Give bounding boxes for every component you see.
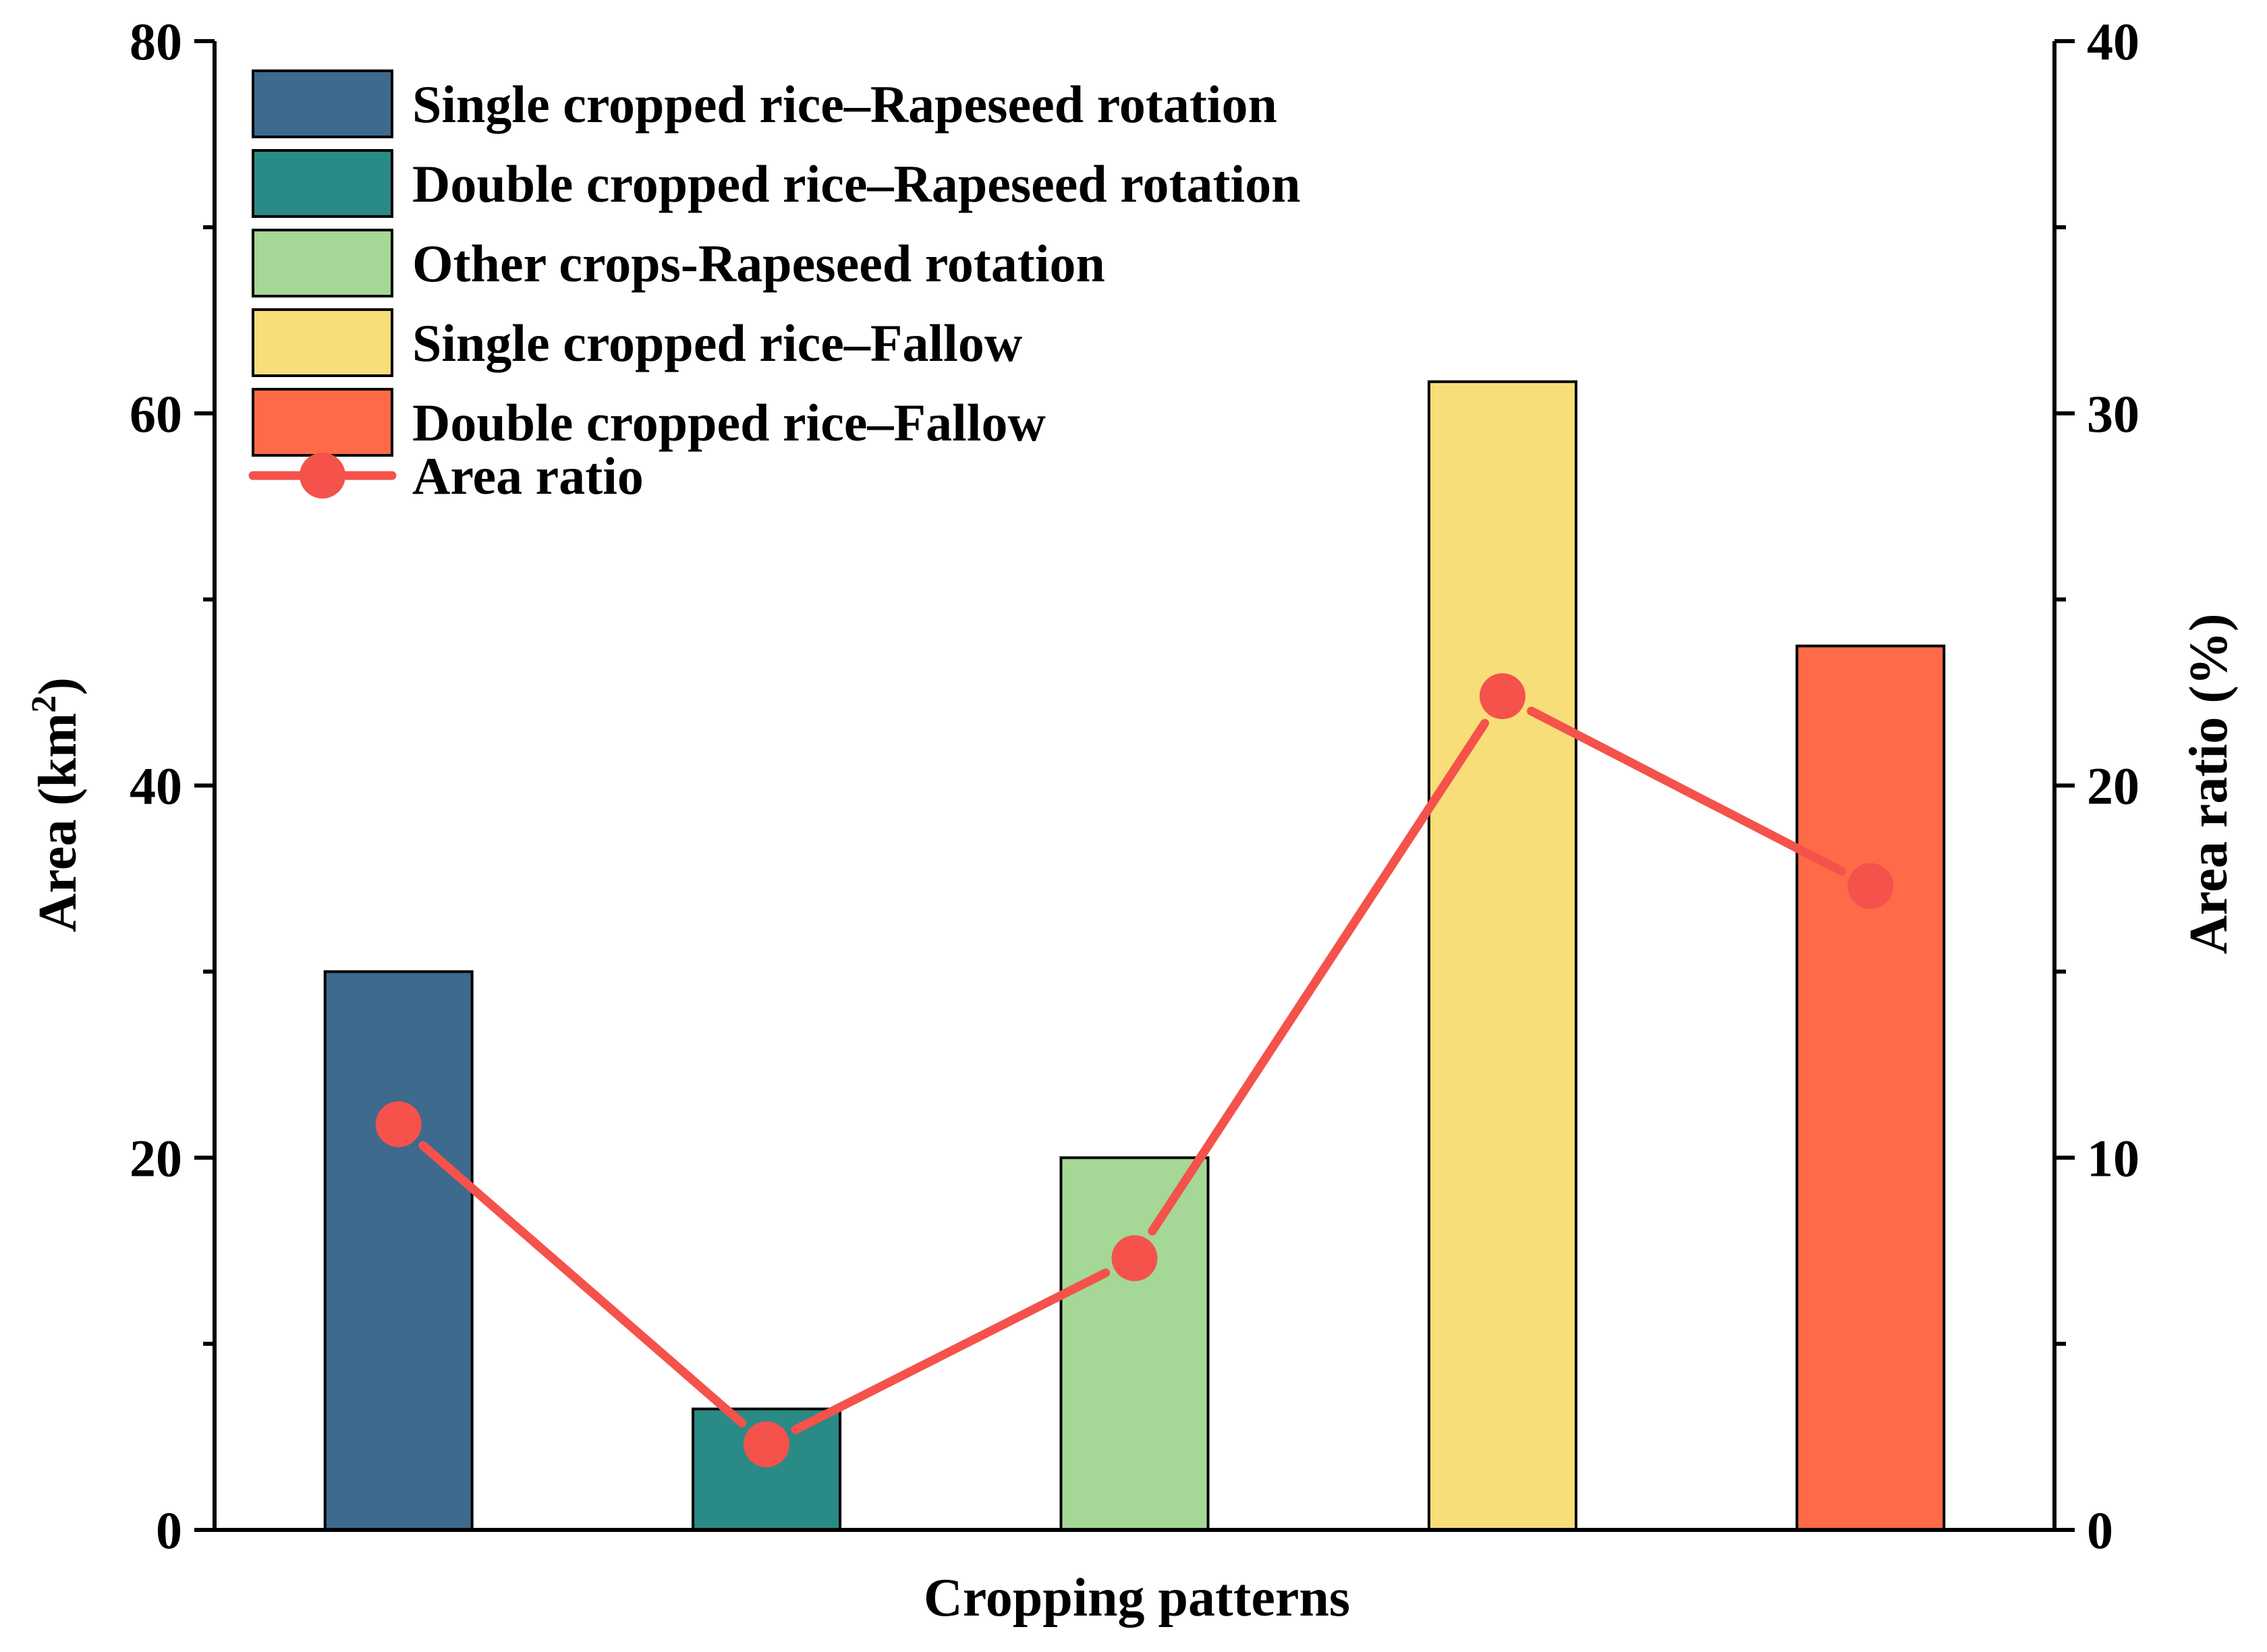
y-axis-title-close: ) <box>28 677 88 695</box>
legend-label-5: Double cropped rice–Fallow <box>412 393 1046 452</box>
y2-tick-label: 40 <box>2087 12 2139 71</box>
y2-tick-label: 0 <box>2087 1501 2113 1560</box>
legend-swatch-2 <box>252 149 393 218</box>
bar-4 <box>1427 380 1577 1532</box>
legend-label-4: Single cropped rice–Fallow <box>412 314 1022 372</box>
legend-label-3: Other crops-Rapeseed rotation <box>412 234 1105 293</box>
y-tick-label: 40 <box>130 757 182 816</box>
y-tick-label: 60 <box>130 384 182 443</box>
bars-layer <box>323 380 1946 1532</box>
ratio-point-5 <box>1847 863 1894 909</box>
y2-tick-label: 30 <box>2087 384 2139 443</box>
ratio-line-segment <box>791 1268 1111 1434</box>
legend-label-area-ratio: Area ratio <box>412 447 644 505</box>
ratio-point-4 <box>1479 673 1526 720</box>
y-tick-label: 20 <box>130 1129 182 1187</box>
ratio-line-segment <box>418 1141 747 1428</box>
ratio-line-layer <box>375 673 1894 1468</box>
ratio-line-segment <box>1527 706 1847 876</box>
y-tick-label: 80 <box>130 12 182 71</box>
legend-marker-swatch <box>300 453 345 499</box>
bar-1 <box>323 970 474 1531</box>
ratio-point-2 <box>744 1421 790 1468</box>
legend-swatch-1 <box>252 69 393 138</box>
legend-swatch-5 <box>252 388 393 457</box>
y2-tick-label: 20 <box>2087 757 2139 816</box>
ratio-point-3 <box>1111 1235 1158 1282</box>
legend: Single cropped rice–Rapeseed rotation Dou… <box>248 69 1301 505</box>
x-axis-title: Cropping patterns <box>924 1568 1350 1628</box>
axes-layer: 0 20 40 60 80 0 10 20 30 40 <box>130 12 2139 1560</box>
y-axis-title-superscript: 2 <box>25 695 63 713</box>
legend-label-1: Single cropped rice–Rapeseed rotation <box>412 75 1277 134</box>
y2-axis-title: Area ratio (%) <box>2179 614 2239 955</box>
y-tick-label: 0 <box>156 1501 182 1560</box>
axis-titles: Cropping patterns Area (km2) Area ratio … <box>25 614 2239 1628</box>
bar-3 <box>1059 1156 1210 1531</box>
y-axis-title-main: Area (km <box>28 713 88 932</box>
y2-tick-label: 10 <box>2087 1129 2139 1187</box>
legend-swatch-3 <box>252 229 393 297</box>
ratio-point-1 <box>375 1101 422 1147</box>
bar-5 <box>1795 644 1946 1531</box>
legend-swatch-4 <box>252 308 393 377</box>
y-axis-title: Area (km2) <box>25 677 88 932</box>
ratio-line-segment <box>1148 718 1490 1236</box>
legend-label-2: Double cropped rice–Rapeseed rotation <box>412 154 1301 213</box>
